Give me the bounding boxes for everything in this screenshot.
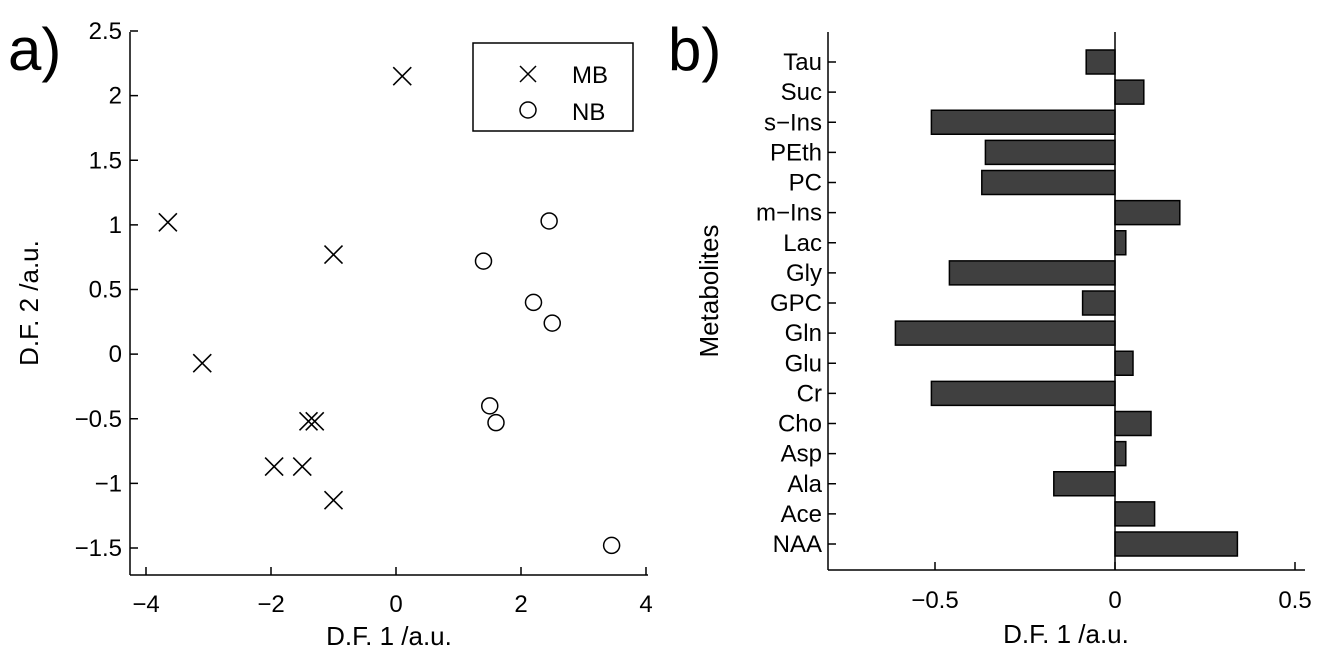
scatter-y-tick-label-7: 2 [109,83,122,110]
mb-point-7 [292,457,312,477]
mb-point-4 [298,411,319,431]
legend-nb-label: NB [572,99,605,126]
bar-category-labels: Tau Suc s−Ins PEth PC m−Ins Lac Gly GPC Gln Glu Cr C… [756,49,836,558]
scatter-y-tick-label-4: 0.5 [89,277,122,304]
bar-bars [894,49,1239,557]
bar-gln [894,320,1116,346]
scatter-x-tick-label-1: −2 [257,591,284,618]
bar-category-label-1: Suc [781,79,822,106]
scatter-x-tick-label-2: 0 [389,591,402,618]
bar-tau [1085,49,1116,75]
bar-category-label-12: Cho [778,411,822,438]
scatter-plot: −1.5 −1 −0.5 0 0.5 1 1.5 2 2.5 −4 −2 0 2 4 D.F. 1 /a… [14,18,653,651]
bar-category-label-16: NAA [773,531,822,558]
bar-peth [984,139,1116,166]
bar-category-label-7: Gly [786,260,822,287]
bar-cho [1114,410,1152,437]
bar-m-ins [1114,199,1181,226]
bar-ace [1114,501,1156,527]
bar-category-label-5: m−Ins [756,200,822,227]
legend-box [472,42,634,132]
mb-point-6 [264,457,284,477]
mb-point-1 [158,212,178,232]
bar-asp [1114,440,1127,467]
nb-point-3 [543,314,561,332]
bar-chart: Tau Suc s−Ins PEth PC m−Ins Lac Gly GPC Gln Glu Cr C… [694,32,1312,649]
nb-point-2 [524,293,543,312]
bar-category-label-8: GPC [770,290,822,317]
bar-x-tick-label-2: 0.5 [1278,587,1311,614]
nb-point-6 [602,536,621,555]
scatter-points [158,66,621,555]
mb-point-2 [323,245,344,265]
mb-point-5 [305,411,325,431]
scatter-y-tick-label-8: 2.5 [89,18,122,45]
scatter-y-tick-label-1: −1 [95,470,122,497]
scatter-y-tick-label-3: 0 [109,341,122,368]
scatter-y-tick-label-2: −0.5 [75,406,122,433]
mb-point-8 [323,490,344,510]
bar-category-label-10: Glu [785,350,822,377]
scatter-y-tick-label-6: 1.5 [89,147,122,174]
scatter-y-axis-title: D.F. 2 /a.u. [14,240,44,366]
bar-naa [1114,531,1239,557]
bar-x-tick-label-1: 0 [1108,587,1121,614]
bar-suc [1114,79,1145,105]
bar-glu [1114,350,1134,376]
panel-b-label: b) [668,16,721,83]
scatter-x-tick-label-4: 4 [639,591,652,618]
bar-x-axis-title: D.F. 1 /a.u. [1003,619,1129,649]
bar-category-label-14: Ala [787,471,822,498]
bar-ala [1053,471,1116,497]
nb-point-0 [540,212,558,230]
bar-category-label-3: PEth [770,139,822,166]
bar-category-label-15: Ace [781,501,822,528]
nb-point-1 [474,252,493,270]
bar-category-label-9: Gln [785,320,822,347]
bar-category-label-4: PC [789,170,822,197]
scatter-x-tick-label-3: 2 [514,591,527,618]
scatter-x-axis-title: D.F. 1 /a.u. [326,621,452,651]
bar-category-label-11: Cr [797,380,822,407]
legend-mb-label: MB [572,62,608,89]
nb-point-4 [481,397,499,415]
bar-pc [981,169,1116,196]
scatter-x-tick-label-0: −4 [132,591,159,618]
bar-category-label-2: s−Ins [764,109,822,136]
nb-point-5 [487,413,505,432]
bar-x-tick-label-0: −0.5 [911,587,958,614]
bar-lac [1114,230,1127,256]
legend-mb-marker [519,65,537,83]
scatter-y-tick-label-0: −1.5 [75,535,122,562]
bar-gpc [1081,290,1116,316]
bar-category-label-13: Asp [781,441,822,468]
bar-s-ins [930,109,1116,135]
mb-point-0 [392,66,412,86]
scatter-y-ticks: −1.5 −1 −0.5 0 0.5 1 1.5 2 2.5 [75,18,138,562]
mb-point-3 [192,353,212,373]
bar-gly [948,260,1116,286]
bar-category-label-0: Tau [783,49,822,76]
scatter-legend: MB NB [472,42,634,132]
bar-category-label-6: Lac [783,230,822,257]
bar-y-axis-title: Metabolites [694,225,724,358]
legend-nb-marker [519,101,537,119]
panel-a-label: a) [8,16,61,83]
scatter-x-ticks: −4 −2 0 2 4 [132,567,653,618]
bar-x-ticks: −0.5 0 0.5 [911,562,1312,614]
scatter-y-tick-label-5: 1 [109,212,122,239]
bar-cr [930,380,1116,407]
